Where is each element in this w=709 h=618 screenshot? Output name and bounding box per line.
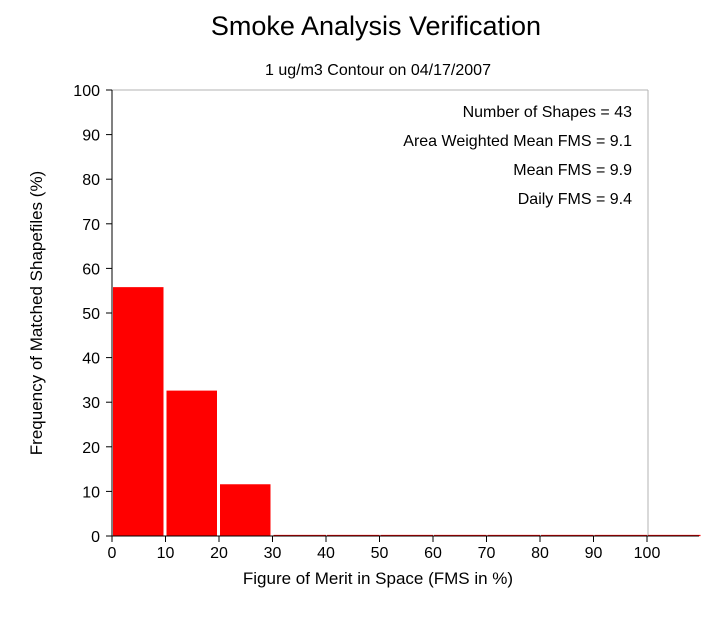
stats-annotation: Number of Shapes = 43: [463, 104, 633, 121]
y-tick-label: 50: [82, 306, 100, 323]
x-tick-label: 60: [424, 545, 442, 562]
x-tick-label: 50: [371, 545, 389, 562]
x-tick-label: 80: [531, 545, 549, 562]
x-tick-label: 40: [317, 545, 335, 562]
x-tick-label: 90: [585, 545, 603, 562]
x-axis-label: Figure of Merit in Space (FMS in %): [243, 569, 513, 588]
y-tick-label: 30: [82, 395, 100, 412]
chart-subtitle: 1 ug/m3 Contour on 04/17/2007: [265, 62, 491, 79]
chart-title: Smoke Analysis Verification: [211, 11, 541, 41]
y-tick-label: 80: [82, 172, 100, 189]
y-tick-label: 100: [73, 83, 100, 100]
y-tick-label: 70: [82, 217, 100, 234]
x-tick-label: 20: [210, 545, 228, 562]
y-axis-label: Frequency of Matched Shapefiles (%): [27, 171, 46, 455]
x-tick-label: 70: [478, 545, 496, 562]
histogram-bar: [220, 484, 271, 536]
y-tick-label: 10: [82, 484, 100, 501]
x-tick-label: 0: [108, 545, 117, 562]
x-tick-label: 30: [264, 545, 282, 562]
stats-annotation: Daily FMS = 9.4: [518, 191, 632, 208]
x-tick-label: 10: [157, 545, 175, 562]
y-tick-label: 90: [82, 128, 100, 145]
y-tick-label: 0: [91, 529, 100, 546]
x-tick-label: 100: [634, 545, 661, 562]
stats-annotation: Area Weighted Mean FMS = 9.1: [403, 133, 632, 150]
y-tick-label: 20: [82, 440, 100, 457]
stats-annotation: Mean FMS = 9.9: [513, 162, 632, 179]
y-tick-label: 60: [82, 261, 100, 278]
plot-area: 0 10 20 30 40 50 60 70 80 90 100 0 10 20 30 40 50 60 70 80 9…: [73, 83, 701, 562]
histogram-bar: [166, 390, 217, 536]
histogram-bar: [113, 287, 164, 536]
y-tick-label: 40: [82, 351, 100, 368]
